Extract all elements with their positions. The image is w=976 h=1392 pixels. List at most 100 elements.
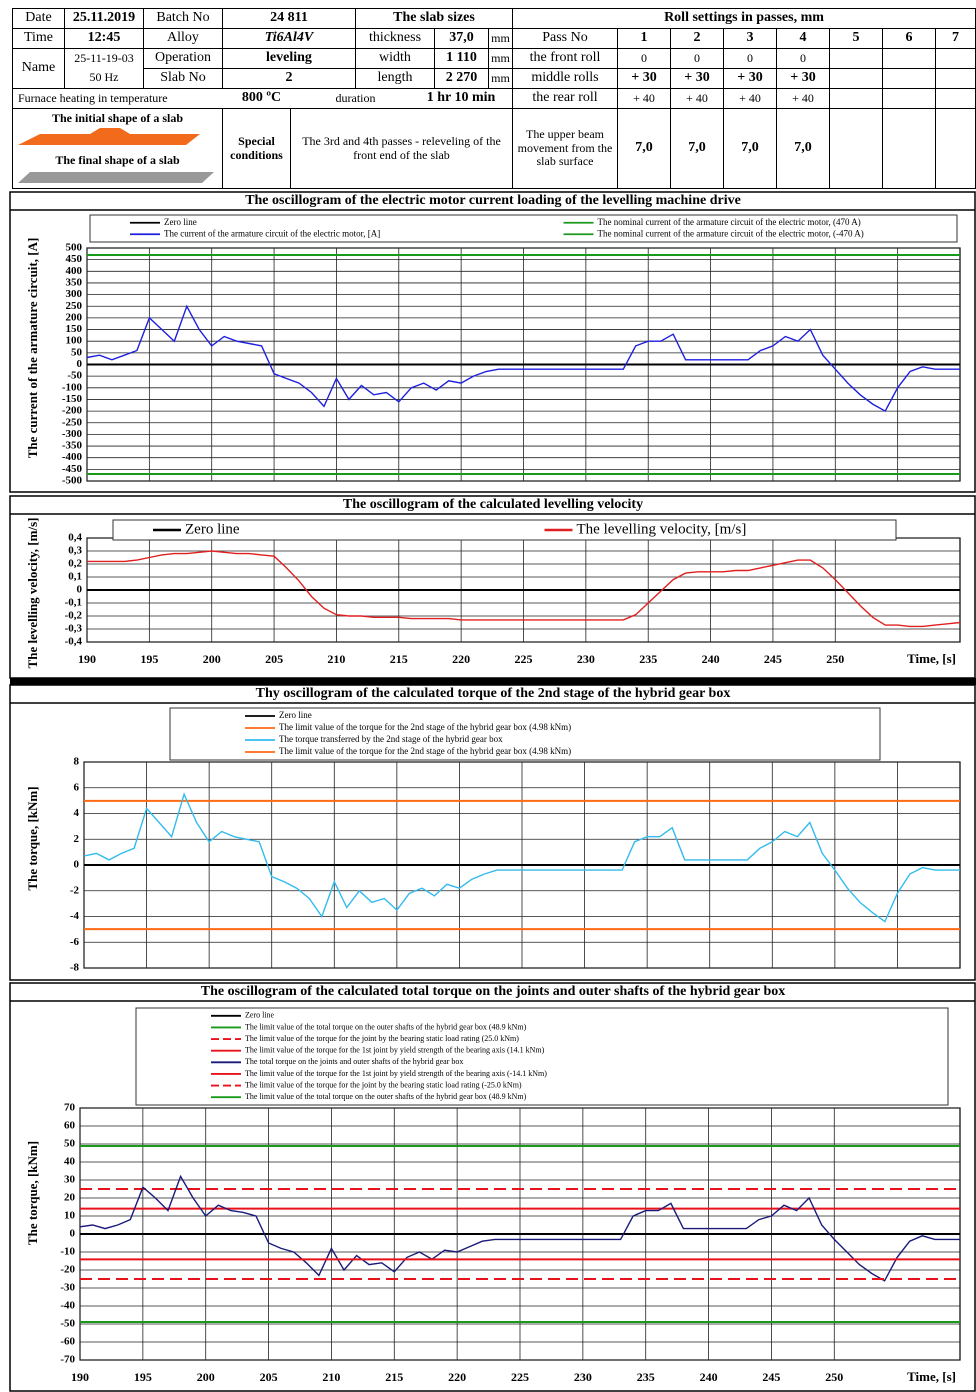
- y-axis-label: The torque, [kNm]: [25, 786, 40, 890]
- table-frame: [882, 68, 936, 89]
- table-cell: + 30: [617, 68, 671, 89]
- y-tick-label: 0,1: [68, 571, 82, 583]
- x-tick-label: 215: [390, 652, 408, 666]
- y-tick-label: 6: [74, 781, 80, 793]
- table-cell: + 40: [723, 88, 777, 109]
- table-cell: 37,0: [434, 28, 489, 49]
- y-tick-label: 450: [66, 253, 83, 265]
- x-tick-label: 245: [762, 1370, 780, 1384]
- table-frame: [829, 68, 883, 89]
- table-cell: 7,0: [617, 108, 671, 189]
- y-tick-label: -300: [62, 428, 83, 440]
- table-cell: middle rolls: [512, 68, 618, 89]
- y-tick-label: 400: [66, 265, 83, 277]
- chart-panel: [9, 982, 976, 1392]
- header-table: Date 25.11.2019 Batch No 24 811 The slab siz…: [0, 0, 976, 190]
- chart-title: Thy oscillogram of the calculated torque…: [256, 686, 731, 701]
- table-cell: + 30: [723, 68, 777, 89]
- x-tick-label: 215: [385, 1370, 403, 1384]
- table-cell: width: [355, 48, 435, 69]
- final-shape-icon: [18, 172, 214, 183]
- table-cell: length: [355, 68, 435, 89]
- y-tick-label: -20: [60, 1264, 75, 1276]
- table-cell: Furnace heating in temperature: [18, 90, 168, 105]
- y-tick-label: -2: [70, 884, 80, 896]
- table-frame: [829, 88, 883, 109]
- table-cell: The initial shape of a slab: [51, 111, 184, 126]
- legend-box: [112, 519, 897, 541]
- table-frame: [935, 48, 976, 69]
- table-cell: mm: [488, 28, 513, 49]
- legend-label: The limit value of the torque for the jo…: [245, 1080, 522, 1089]
- separator: [10, 678, 976, 685]
- table-cell: 1: [617, 28, 671, 49]
- x-tick-label: 210: [327, 652, 345, 666]
- table-cell: 800 ºC: [241, 90, 282, 106]
- y-tick-label: -150: [62, 393, 83, 405]
- y-tick-label: -250: [62, 416, 83, 428]
- table-cell: 2 270: [434, 68, 489, 89]
- x-tick-label: 250: [826, 652, 844, 666]
- table-cell: 25-11-19-03: [74, 51, 134, 66]
- y-tick-label: 0,2: [68, 558, 82, 570]
- table-cell: duration: [335, 90, 376, 105]
- legend-label: Zero line: [164, 217, 197, 227]
- x-tick-label: 240: [700, 1370, 718, 1384]
- table-cell: + 40: [776, 88, 830, 109]
- x-tick-label: 235: [639, 652, 657, 666]
- legend-label: The torque transferred by the 2nd stage …: [279, 734, 503, 744]
- y-tick-label: 70: [64, 1102, 76, 1114]
- table-cell: The final shape of a slab: [55, 153, 180, 168]
- legend-label: The nominal current of the armature circ…: [598, 228, 864, 238]
- x-axis-label: Time, [s]: [907, 651, 956, 666]
- y-tick-label: 150: [66, 323, 83, 335]
- table-cell: The slab sizes: [355, 8, 513, 29]
- table-cell: The 3rd and 4th passes - releveling of t…: [290, 108, 513, 189]
- table-cell: mm: [488, 48, 513, 69]
- table-cell: 7,0: [776, 108, 830, 189]
- x-tick-label: 235: [637, 1370, 655, 1384]
- y-tick-label: 250: [66, 300, 83, 312]
- table-cell: 50 Hz: [89, 69, 119, 84]
- table-cell: 0: [776, 48, 830, 69]
- chart-title: The oscillogram of the calculated total …: [201, 984, 786, 999]
- legend-label: The current of the armature circuit of t…: [164, 228, 380, 238]
- x-tick-label: 200: [197, 1370, 215, 1384]
- y-tick-label: 500: [66, 242, 83, 254]
- x-tick-label: 225: [511, 1370, 529, 1384]
- x-tick-label: 250: [825, 1370, 843, 1384]
- y-tick-label: -100: [62, 381, 83, 393]
- y-tick-label: -30: [60, 1282, 75, 1294]
- legend-box: [169, 707, 881, 761]
- legend-label: Zero line: [185, 521, 240, 537]
- y-tick-label: 0: [77, 584, 83, 596]
- x-tick-label: 195: [134, 1370, 152, 1384]
- table-cell: 7: [935, 28, 976, 49]
- table-cell: 3: [723, 28, 777, 49]
- y-tick-label: 50: [71, 346, 83, 358]
- legend-box: [135, 1007, 949, 1106]
- y-tick-label: 0: [77, 358, 83, 370]
- y-tick-label: 0: [70, 1228, 76, 1240]
- y-tick-label: -50: [60, 1318, 75, 1330]
- x-tick-label: 205: [265, 652, 283, 666]
- legend-label: The limit value of the torque for the 2n…: [279, 722, 571, 732]
- table-cell: Time: [12, 28, 65, 49]
- table-cell: 0: [617, 48, 671, 69]
- table-cell: Batch No: [143, 8, 223, 29]
- table-cell: thickness: [355, 28, 435, 49]
- table-frame: [829, 48, 883, 69]
- y-tick-label: 2: [74, 833, 80, 845]
- y-axis-label: The current of the armature circuit, [A]: [25, 238, 40, 459]
- data-line: [79, 1174, 960, 1282]
- table-cell: leveling: [222, 48, 356, 69]
- x-tick-label: 230: [574, 1370, 592, 1384]
- x-tick-label: 195: [140, 652, 158, 666]
- y-tick-label: 4: [74, 807, 80, 819]
- x-tick-label: 220: [448, 1370, 466, 1384]
- y-tick-label: 8: [74, 756, 80, 768]
- table-cell: 24 811: [222, 8, 356, 29]
- x-tick-label: 245: [764, 652, 782, 666]
- table-cell: 7,0: [723, 108, 777, 189]
